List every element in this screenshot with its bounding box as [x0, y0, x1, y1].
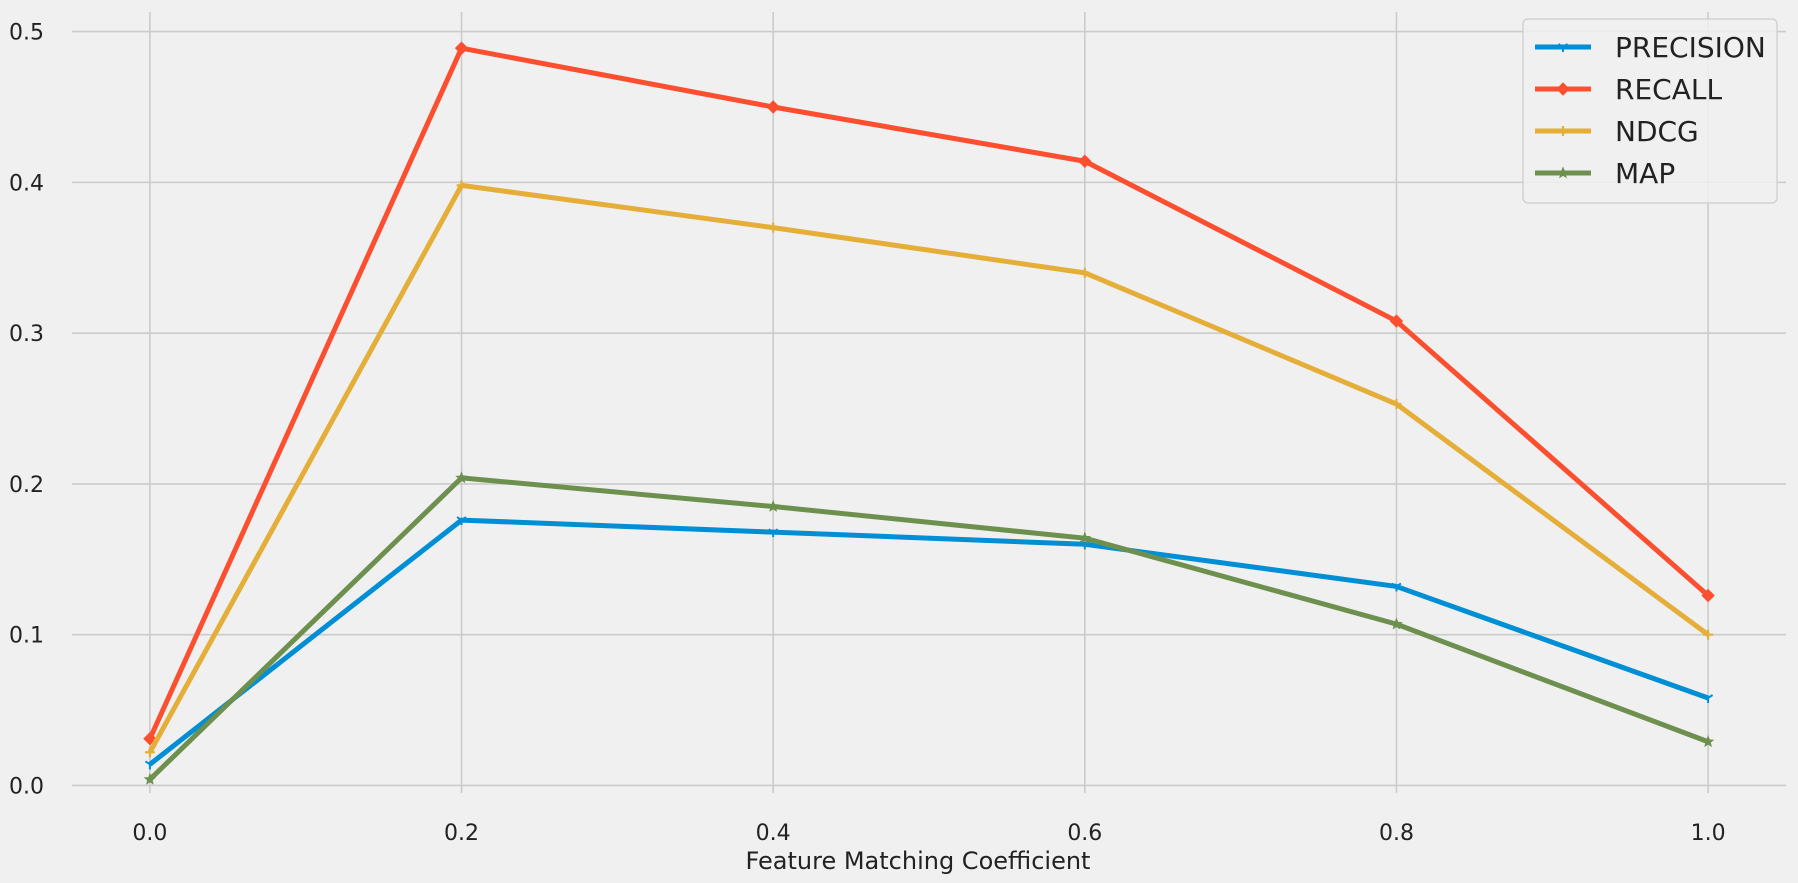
y-tick-label: 0.0 — [9, 774, 44, 799]
x-tick-label: 0.8 — [1379, 821, 1414, 846]
recall-point — [454, 41, 469, 55]
x-axis-ticks: 0.0 0.2 0.4 0.6 0.8 1.0 — [132, 821, 1725, 846]
y-axis-ticks: 0.0 0.1 0.2 0.3 0.4 0.5 — [9, 21, 44, 800]
recall-point — [1701, 588, 1715, 603]
legend-label: PRECISION — [1615, 31, 1766, 64]
legend-label: NDCG — [1615, 115, 1699, 148]
precision-point — [144, 760, 155, 770]
y-tick-label: 0.5 — [9, 21, 44, 46]
y-tick-label: 0.3 — [9, 322, 44, 347]
y-tick-label: 0.4 — [9, 171, 44, 196]
map-point — [766, 499, 780, 512]
map-point — [455, 471, 468, 484]
legend-item-map: MAP — [1535, 157, 1675, 190]
map-point — [1078, 531, 1092, 544]
legend-item-precision: PRECISION — [1535, 31, 1766, 64]
legend-frame — [1522, 18, 1778, 204]
precision-point — [1703, 694, 1714, 704]
x-tick-label: 0.0 — [132, 821, 167, 846]
ndcg-point — [768, 222, 779, 233]
map-line — [148, 475, 1709, 782]
recall-point — [1389, 314, 1404, 328]
ndcg-point — [1703, 629, 1714, 640]
series-recall — [143, 41, 1715, 746]
ndcg-point — [144, 747, 155, 758]
precision-line — [148, 517, 1709, 767]
legend-marker — [1556, 166, 1570, 179]
ndcg-point — [1079, 267, 1090, 278]
recall-line — [147, 45, 1710, 740]
precision-point — [768, 528, 779, 538]
legend-marker — [1556, 82, 1570, 96]
legend-marker — [1557, 43, 1569, 52]
y-tick-label: 0.2 — [9, 473, 44, 498]
legend-label: MAP — [1615, 157, 1675, 190]
precision-point — [456, 516, 467, 526]
series-map — [143, 471, 1715, 785]
x-axis-title: Feature Matching Coefficient — [746, 847, 1091, 875]
recall-point — [766, 100, 780, 114]
grid — [72, 12, 1786, 793]
x-tick-label: 1.0 — [1691, 821, 1726, 846]
recall-point — [1078, 154, 1092, 168]
series-precision — [144, 516, 1714, 770]
legend: PRECISION RECALL NDCG MAP — [1522, 18, 1778, 204]
map-point — [1390, 617, 1403, 630]
legend-marker — [1558, 126, 1568, 136]
legend-label: RECALL — [1615, 73, 1722, 106]
map-point — [1701, 735, 1715, 748]
ndcg-line — [147, 182, 1710, 754]
map-point — [143, 772, 157, 785]
ndcg-point — [456, 180, 467, 191]
x-tick-label: 0.6 — [1067, 821, 1102, 846]
x-tick-label: 0.4 — [756, 821, 791, 846]
x-tick-label: 0.2 — [444, 821, 479, 846]
y-tick-label: 0.1 — [9, 624, 44, 649]
series-lines — [143, 41, 1715, 785]
legend-item-ndcg: NDCG — [1535, 115, 1699, 148]
precision-point — [1391, 582, 1402, 592]
legend-item-recall: RECALL — [1535, 73, 1722, 106]
series-ndcg — [144, 180, 1714, 758]
ndcg-point — [1391, 399, 1402, 410]
